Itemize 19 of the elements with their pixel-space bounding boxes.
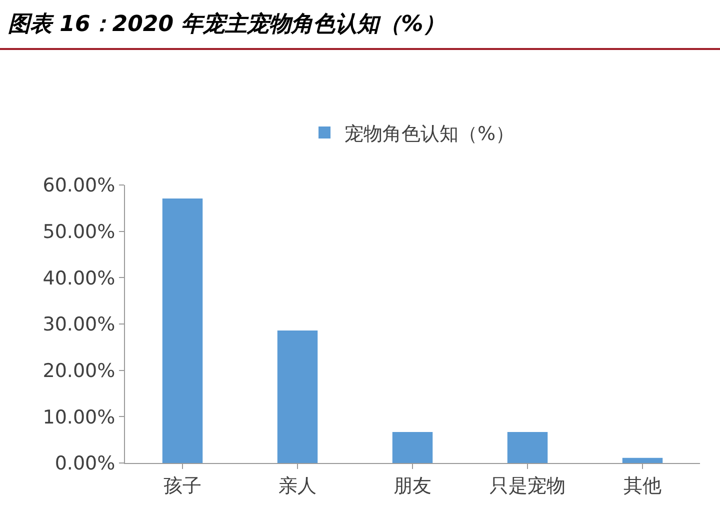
x-tick-label: 其他 xyxy=(624,474,662,497)
y-tick-label: 60.00% xyxy=(42,174,116,197)
y-tick-label: 20.00% xyxy=(42,360,116,382)
chart-title: 图表 16：2020 年宠主宠物角色认知（%） xyxy=(0,0,720,50)
x-tick-label: 亲人 xyxy=(278,474,316,497)
bar xyxy=(392,432,433,463)
y-tick-label: 0.00% xyxy=(54,452,116,475)
y-tick-label: 40.00% xyxy=(42,267,116,290)
y-tick-label: 30.00% xyxy=(42,314,116,336)
y-tick-label: 50.00% xyxy=(42,220,116,243)
x-tick-label: 朋友 xyxy=(394,474,432,497)
x-tick-label: 只是宠物 xyxy=(490,474,566,497)
x-tick-label: 孩子 xyxy=(164,474,202,497)
legend-label: 宠物角色认知（%） xyxy=(344,122,515,145)
bar xyxy=(277,330,318,463)
bar xyxy=(507,432,548,463)
y-tick-label: 10.00% xyxy=(42,406,116,428)
bar xyxy=(162,198,203,463)
bar xyxy=(622,458,663,463)
